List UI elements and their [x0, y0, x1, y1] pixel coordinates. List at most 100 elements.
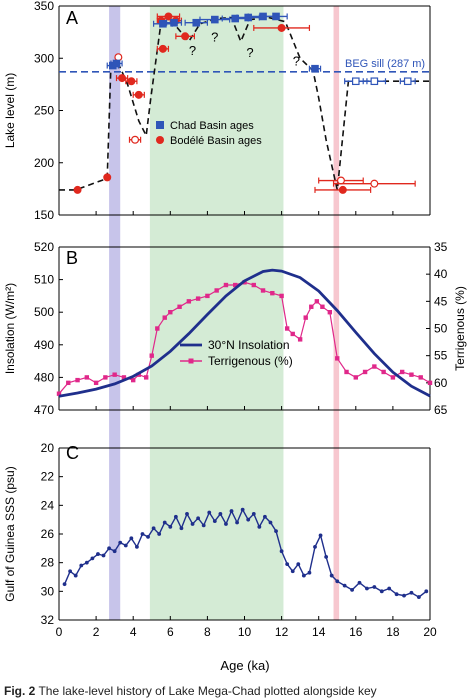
- terrigenous-point: [290, 331, 295, 337]
- bodele-point: [118, 74, 127, 83]
- caption-text: The lake-level history of Lake Mega-Chad…: [38, 684, 377, 698]
- terrigenous-point: [418, 375, 423, 380]
- x-tick-label: 14: [312, 625, 326, 639]
- salinity-point: [235, 520, 239, 525]
- salinity-point: [107, 546, 111, 551]
- salinity-point: [212, 519, 217, 523]
- salinity-point: [365, 586, 369, 591]
- terrigenous-point: [143, 375, 149, 380]
- salinity-point: [218, 512, 223, 516]
- salinity-point: [307, 570, 312, 575]
- panel-b-y-tick-label: 490: [34, 338, 54, 352]
- terrigenous-point: [303, 315, 308, 320]
- chad-point: [231, 14, 240, 23]
- salinity-point: [372, 585, 377, 589]
- terrigenous-point: [399, 369, 405, 375]
- chad-point: [192, 18, 201, 27]
- salinity-point: [173, 514, 178, 519]
- salinity-point: [62, 582, 67, 587]
- salinity-point: [207, 510, 212, 515]
- salinity-point: [246, 517, 251, 522]
- salinity-point: [68, 569, 73, 574]
- panel-b-y-tick-label: 520: [34, 240, 54, 254]
- terrigenous-point: [353, 375, 358, 380]
- caption-label: Fig. 2: [4, 684, 36, 698]
- terrigenous-point: [84, 375, 90, 380]
- shared-x-axis: Age (ka) 0 2 4 6 8 10 12 14 16 18 20: [56, 625, 437, 673]
- terrigenous-point: [390, 375, 396, 380]
- salinity-point: [290, 569, 295, 574]
- legend-bodele-label: Bodélé Basin ages: [170, 135, 262, 147]
- salinity-point: [157, 532, 162, 536]
- terrigenous-point: [66, 380, 71, 386]
- terrigenous-point: [93, 380, 99, 386]
- panel-b-y-tick-label-right: 50: [434, 322, 448, 336]
- panel-c-salinity: 20 22 24 26 28 30 32 Gulf of Guinea SSS (psu): [3, 441, 431, 627]
- x-tick-label: 18: [386, 625, 400, 639]
- question-mark-annotation: ?: [246, 45, 253, 60]
- salinity-point: [123, 543, 128, 548]
- panel-a-y-tick-label: 350: [34, 0, 54, 13]
- panel-c-y-tick-label: 24: [41, 498, 55, 512]
- panel-b-y-tick-label-right: 55: [434, 349, 448, 363]
- salinity-point: [240, 507, 245, 512]
- salinity-point: [168, 524, 173, 529]
- panel-b-y-tick-label: 510: [34, 273, 54, 287]
- bodele-point: [370, 179, 379, 188]
- band-purple-0: [109, 6, 121, 620]
- figure-caption: Fig. 2 The lake-level history of Lake Me…: [4, 684, 377, 698]
- terrigenous-point: [309, 304, 314, 309]
- legend-terrigenous-label: Terrigenous (%): [208, 354, 293, 368]
- x-axis-label: Age (ka): [220, 658, 269, 673]
- chad-point: [370, 77, 379, 86]
- panel-b-y-tick-label-right: 60: [434, 376, 448, 390]
- panel-b-y-tick-label-right: 35: [434, 240, 448, 254]
- salinity-point: [73, 573, 78, 578]
- terrigenous-point: [270, 290, 275, 296]
- panel-c-y-tick-label: 28: [41, 556, 55, 570]
- terrigenous-point: [381, 369, 386, 375]
- salinity-point: [394, 592, 399, 597]
- terrigenous-point: [320, 304, 325, 309]
- terrigenous-point: [75, 377, 80, 383]
- terrigenous-point: [177, 304, 182, 309]
- terrigenous-point: [112, 372, 117, 377]
- x-tick-label: 20: [423, 625, 437, 639]
- terrigenous-point: [251, 282, 256, 288]
- salinity-point: [263, 514, 267, 519]
- salinity-point: [201, 523, 206, 528]
- terrigenous-point: [168, 310, 173, 315]
- salinity-point: [313, 545, 317, 549]
- salinity-point: [342, 583, 347, 588]
- terrigenous-point: [233, 282, 238, 288]
- salinity-point: [162, 520, 167, 525]
- question-mark-annotation: ?: [211, 30, 218, 45]
- question-mark-annotation: ?: [293, 54, 300, 69]
- salinity-point: [190, 522, 195, 526]
- panel-b-y-label: Insolation (W/m²): [3, 283, 17, 374]
- salinity-point: [179, 526, 184, 531]
- panel-b-y-tick-label-right: 40: [434, 267, 448, 281]
- panel-c-y-tick-label: 32: [41, 613, 55, 627]
- salinity-point: [268, 520, 273, 525]
- panel-c-y-label: Gulf of Guinea SSS (psu): [3, 466, 17, 601]
- legend-chad-label: Chad Basin ages: [170, 120, 254, 132]
- sill-label: BEG sill (287 m): [345, 58, 425, 70]
- x-tick-label: 6: [167, 625, 174, 639]
- terrigenous-point: [314, 299, 320, 304]
- legend-insolation-label: 30°N Insolation: [208, 338, 290, 352]
- bodele-point: [131, 135, 140, 144]
- terrigenous-point: [155, 326, 160, 331]
- salinity-point: [379, 589, 384, 594]
- terrigenous-point: [344, 369, 349, 375]
- bodele-point: [336, 176, 345, 185]
- salinity-point: [335, 579, 340, 584]
- salinity-point: [118, 540, 123, 545]
- salinity-point: [84, 560, 89, 565]
- terrigenous-point: [297, 337, 303, 342]
- legend-chad-marker: [156, 121, 164, 129]
- terrigenous-point: [149, 353, 154, 358]
- panel-c-y-tick-label: 30: [41, 584, 55, 598]
- bodele-point: [134, 90, 143, 99]
- panel-b-insolation: 470 480 490 500 510 520 35 40 45 50 55 60 65 Insolati…: [3, 240, 467, 417]
